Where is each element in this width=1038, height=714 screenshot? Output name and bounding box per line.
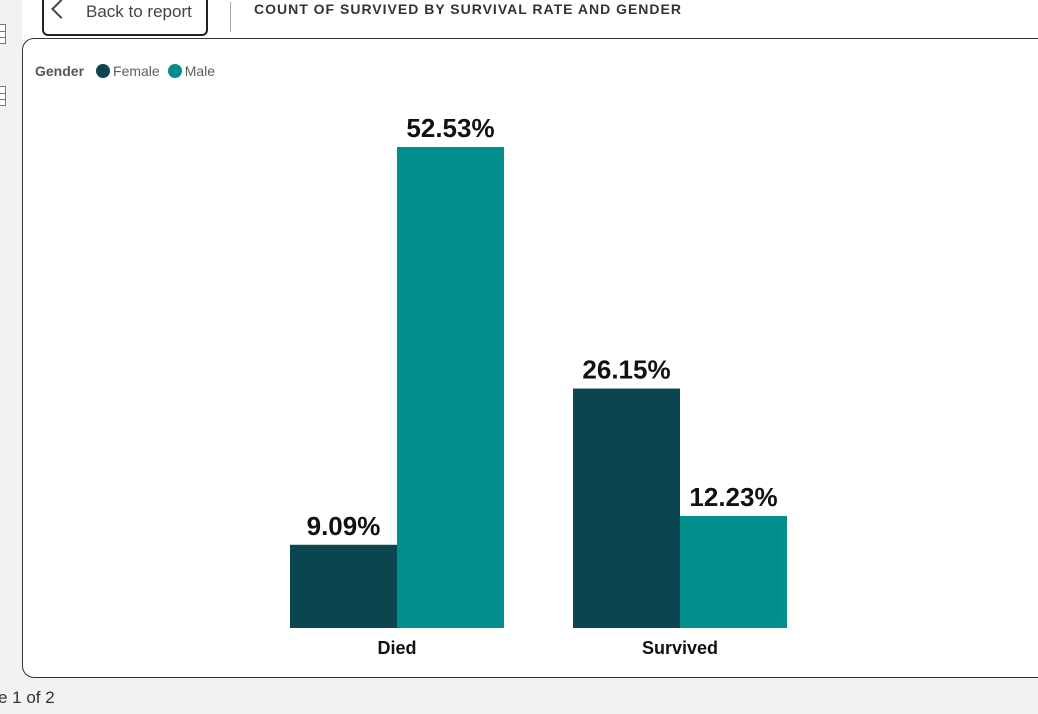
legend-label-male: Male: [184, 63, 216, 79]
legend-title: Gender: [35, 63, 85, 79]
chart-legend: Gender Female Male: [35, 63, 223, 79]
data-label-female-survived: 26.15%: [582, 355, 670, 385]
footer-bar: e 1 of 2: [0, 680, 1038, 714]
visual-header: Back to report COUNT OF SURVIVED BY SURV…: [22, 0, 1038, 40]
legend-item-female[interactable]: Female: [96, 63, 160, 79]
chart-card: Gender Female Male 9.09% 52.53% Died 26.15%…: [22, 38, 1038, 678]
back-to-report-button[interactable]: Back to report: [42, 0, 208, 36]
legend-swatch-female: [96, 64, 111, 78]
x-tick-label-died: Died: [377, 638, 416, 658]
data-label-male-survived: 12.23%: [689, 482, 777, 512]
page-indicator: e 1 of 2: [0, 688, 55, 707]
x-tick-label-survived: Survived: [642, 638, 718, 658]
legend-item-male[interactable]: Male: [167, 63, 216, 79]
table-icon[interactable]: [0, 86, 6, 106]
table-icon[interactable]: [0, 24, 6, 44]
bar-chart-plot: 9.09% 52.53% Died 26.15% 12.23% Survived: [290, 113, 787, 658]
bar-male-died[interactable]: [397, 147, 504, 628]
chevron-left-icon: [51, 0, 71, 19]
legend-label-female: Female: [113, 63, 160, 79]
data-label-female-died: 9.09%: [307, 511, 381, 541]
bar-male-survived[interactable]: [680, 516, 787, 628]
legend-swatch-male: [167, 64, 182, 78]
data-label-male-died: 52.53%: [406, 113, 494, 143]
left-rail: [0, 0, 22, 680]
visual-title: COUNT OF SURVIVED BY SURVIVAL RATE AND G…: [254, 1, 682, 17]
bar-female-died[interactable]: [290, 544, 397, 628]
header-divider: [230, 2, 231, 32]
bar-female-survived[interactable]: [573, 388, 680, 628]
back-button-label: Back to report: [86, 2, 192, 21]
